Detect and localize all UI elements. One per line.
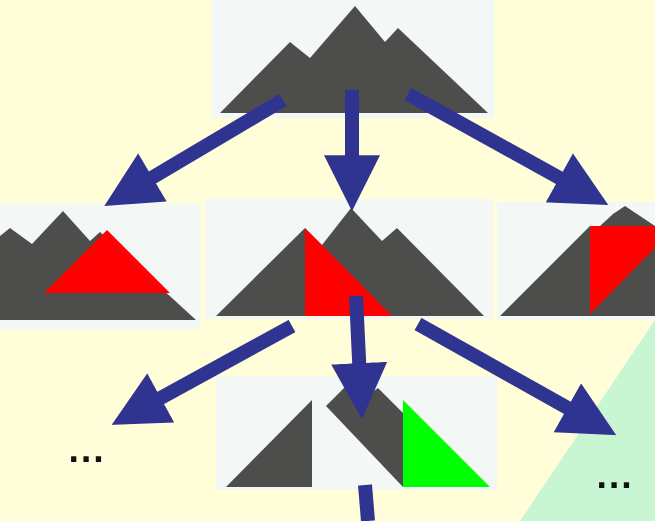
mountain-shape <box>220 6 488 113</box>
right-ellipsis: ... <box>596 461 633 496</box>
green-background-region <box>520 320 655 521</box>
left-ellipsis: ... <box>68 435 105 470</box>
arrow-icon <box>404 87 609 206</box>
left-child-panel <box>0 203 200 329</box>
green-highlight-triangle <box>403 400 490 487</box>
arrow-icon <box>331 295 388 420</box>
mountain-shape <box>216 208 484 316</box>
grandchild-panel <box>216 376 497 490</box>
red-highlight-triangle <box>44 230 170 293</box>
right-child-panel <box>497 202 655 320</box>
arrow-icon <box>358 484 375 521</box>
arrow-icon <box>111 319 296 425</box>
arrow-icon <box>104 93 287 206</box>
red-highlight-triangle <box>305 228 392 316</box>
left-piece-triangle <box>226 400 312 487</box>
middle-child-panel <box>205 199 493 319</box>
red-highlight-quad <box>590 226 655 314</box>
arrow-icon <box>414 317 617 436</box>
